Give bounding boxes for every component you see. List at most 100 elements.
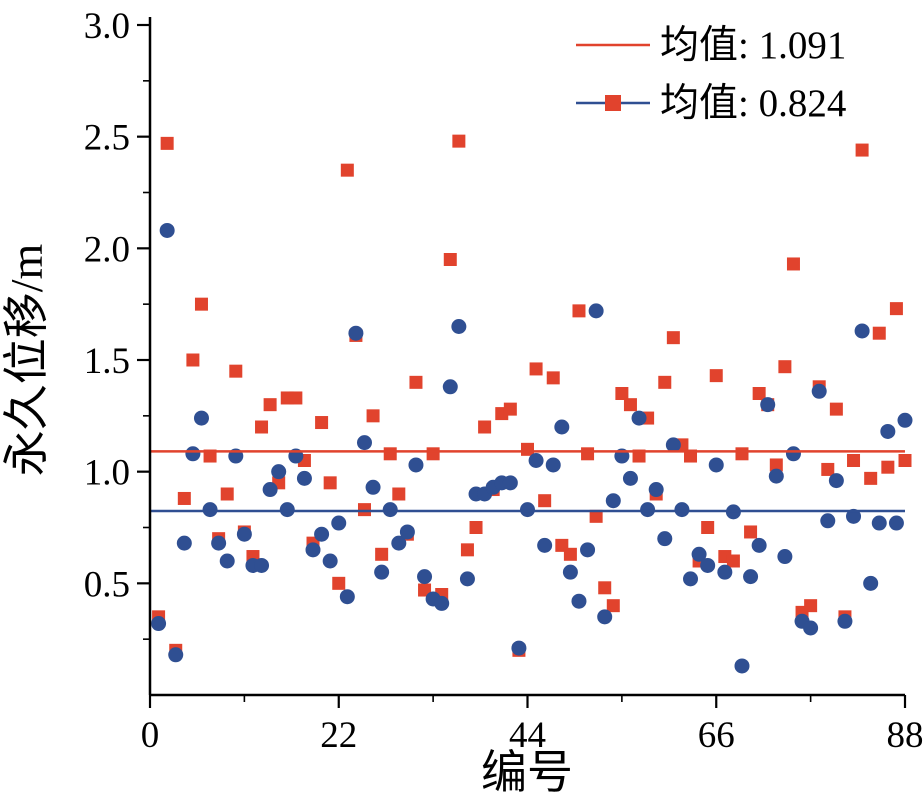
data-point-circle: [854, 323, 870, 339]
data-point-square: [666, 331, 680, 345]
data-point-circle: [820, 513, 836, 529]
data-point-square: [726, 554, 740, 568]
data-point-square: [426, 447, 440, 461]
data-point-square: [623, 398, 637, 412]
data-point-circle: [545, 457, 561, 473]
data-point-circle: [459, 571, 475, 587]
data-point-square: [469, 521, 483, 534]
data-point-square: [478, 420, 492, 434]
data-point-circle: [296, 470, 312, 486]
legend-label-blue-mean: 均值: 0.824: [660, 82, 846, 125]
data-point-square: [778, 360, 792, 374]
data-point-square: [889, 302, 903, 316]
data-point-circle: [700, 557, 716, 573]
y-tick-label: 2.5: [84, 118, 130, 159]
x-tick-label: 88: [887, 715, 923, 756]
data-point-square: [263, 398, 277, 412]
x-tick-label: 66: [698, 715, 735, 756]
data-point-square: [375, 547, 389, 561]
data-point-circle: [751, 537, 767, 553]
data-point-square: [529, 362, 543, 376]
data-point-circle: [193, 410, 209, 426]
data-point-circle: [717, 564, 733, 580]
data-point-square: [598, 581, 612, 595]
data-point-square: [769, 458, 783, 472]
data-point-square: [194, 297, 208, 311]
data-point-circle: [159, 222, 175, 238]
data-point-square: [752, 387, 766, 400]
data-point-square: [632, 449, 646, 463]
data-point-square: [546, 371, 560, 385]
data-point-circle: [648, 482, 664, 498]
data-point-circle: [554, 419, 570, 435]
data-point-square: [572, 304, 586, 318]
data-point-square: [872, 326, 886, 340]
data-point-square: [443, 253, 457, 266]
data-point-circle: [254, 557, 270, 573]
data-point-circle: [211, 535, 227, 551]
data-point-circle: [785, 446, 801, 462]
data-point-circle: [271, 464, 287, 480]
data-point-circle: [348, 325, 364, 341]
data-point-square: [289, 391, 303, 405]
data-point-square: [452, 134, 466, 148]
y-tick-label: 1.0: [84, 453, 130, 494]
data-point-square: [829, 402, 843, 416]
data-point-square: [684, 449, 698, 463]
data-point-circle: [863, 575, 879, 591]
data-point-square: [581, 447, 595, 461]
data-point-circle: [502, 475, 518, 491]
data-point-square: [821, 462, 835, 476]
data-point-circle: [417, 569, 433, 585]
data-point-square: [255, 420, 269, 434]
data-point-square: [418, 583, 432, 597]
points-layer: [151, 134, 913, 674]
data-point-square: [864, 471, 878, 485]
data-point-circle: [888, 515, 904, 531]
data-point-circle: [365, 479, 381, 495]
data-point-circle: [451, 319, 467, 334]
data-point-square: [615, 387, 629, 400]
legend: 均值: 1.091 均值: 0.824: [576, 24, 846, 125]
data-point-square: [786, 257, 800, 271]
data-point-circle: [511, 640, 527, 656]
data-point-circle: [846, 508, 862, 524]
data-point-circle: [691, 546, 707, 562]
data-point-square: [357, 503, 371, 517]
data-point-square: [460, 543, 474, 557]
data-point-circle: [374, 564, 390, 580]
legend-marker-square-icon: [605, 95, 621, 111]
x-tick-label: 22: [320, 715, 357, 756]
data-point-square: [606, 599, 620, 613]
data-point-circle: [665, 437, 681, 453]
data-point-square: [177, 491, 191, 505]
data-point-square: [340, 163, 354, 177]
data-point-square: [735, 447, 749, 461]
data-point-square: [847, 454, 861, 467]
axes-layer: 0.5 1.0 1.5 2.0 2.5 3.0 0 22 44 66 88: [84, 6, 923, 756]
data-point-square: [744, 525, 758, 539]
data-point-square: [521, 442, 534, 456]
data-point-circle: [528, 453, 544, 468]
data-point-circle: [442, 379, 458, 395]
data-point-square: [315, 416, 329, 430]
data-point-square: [538, 494, 552, 508]
data-point-circle: [734, 658, 750, 674]
data-point-circle: [571, 593, 587, 609]
data-point-circle: [588, 303, 604, 319]
data-point-circle: [185, 446, 201, 462]
data-point-circle: [597, 609, 613, 625]
x-axis-title: 编号: [481, 747, 573, 798]
data-point-circle: [674, 502, 690, 518]
data-point-circle: [631, 410, 647, 426]
y-tick-label: 0.5: [84, 564, 130, 605]
data-point-circle: [279, 502, 295, 518]
legend-label-red-mean: 均值: 1.091: [660, 24, 846, 67]
data-point-square: [203, 449, 217, 463]
x-tick-label: 44: [509, 715, 546, 756]
data-point-circle: [434, 595, 450, 611]
data-point-circle: [339, 589, 355, 605]
data-point-circle: [314, 526, 330, 542]
data-point-circle: [880, 423, 896, 439]
